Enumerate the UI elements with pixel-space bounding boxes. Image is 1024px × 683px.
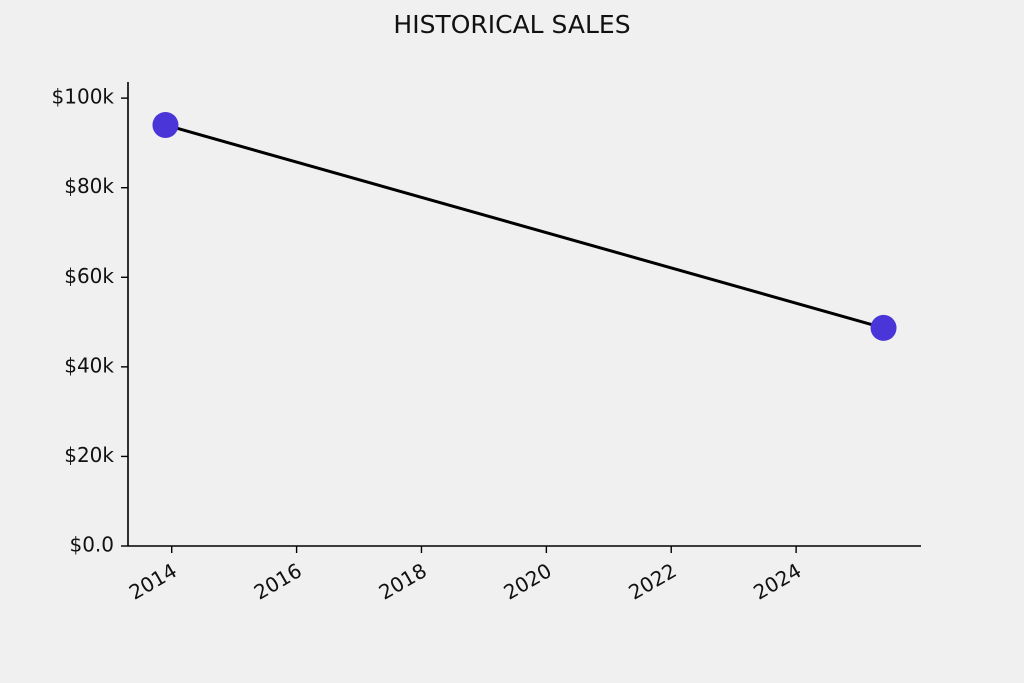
x-tick-label: 2018: [375, 558, 431, 604]
y-tick-label: $40k: [64, 353, 114, 377]
x-tick-label: 2020: [500, 558, 556, 604]
point: [870, 314, 897, 341]
point: [152, 111, 179, 138]
y-tick-label: $60k: [64, 264, 114, 288]
chart-title: HISTORICAL SALES: [393, 10, 630, 39]
y-tick-label: $20k: [64, 443, 114, 467]
x-tick-label: 2016: [250, 558, 306, 604]
y-tick-label: $80k: [64, 174, 114, 198]
x-tick-label: 2024: [749, 558, 805, 604]
x-tick-label: 2014: [125, 558, 181, 604]
y-tick-label: $100k: [52, 85, 115, 109]
line: [165, 123, 884, 330]
y-tick-label: $0.0: [69, 533, 114, 557]
x-tick-label: 2022: [624, 558, 680, 604]
